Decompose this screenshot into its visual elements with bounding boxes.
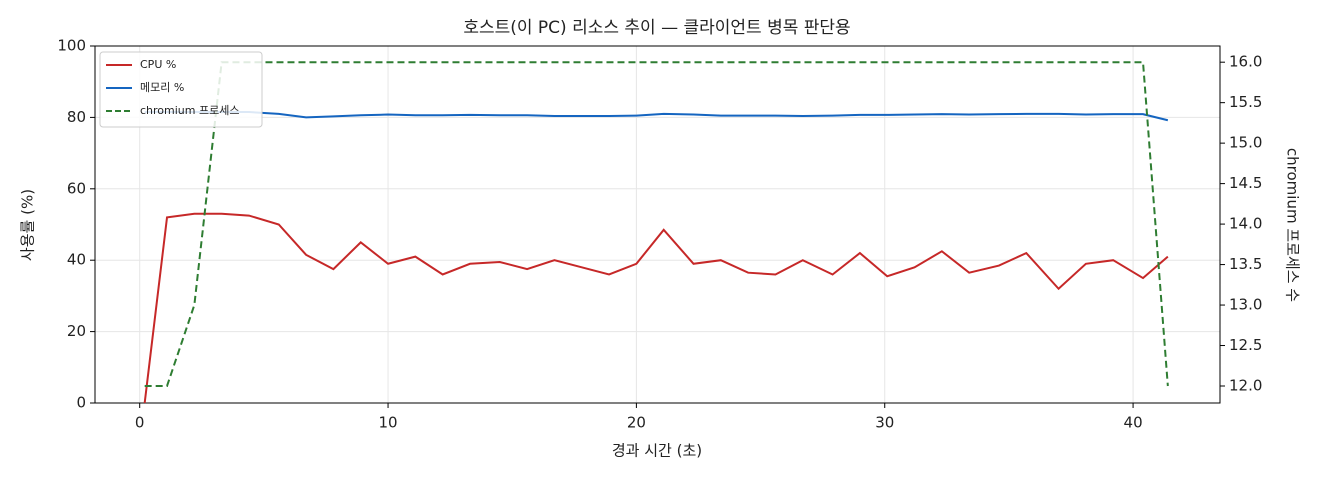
y2-tick-label: 13.0 bbox=[1229, 296, 1262, 314]
x-tick-label: 10 bbox=[378, 414, 397, 432]
y-tick-label: 80 bbox=[67, 108, 86, 126]
legend-label: 메모리 % bbox=[140, 81, 184, 94]
series-line bbox=[144, 61, 1169, 387]
y-tick-label: 60 bbox=[67, 179, 86, 197]
series-line bbox=[143, 212, 1169, 404]
y2-tick-label: 15.0 bbox=[1229, 134, 1262, 152]
y-tick-label: 20 bbox=[67, 322, 86, 340]
y2-tick-label: 16.0 bbox=[1229, 53, 1262, 71]
x-tick-label: 0 bbox=[135, 414, 145, 432]
y-tick-label: 40 bbox=[67, 251, 86, 269]
legend-label: CPU % bbox=[140, 58, 176, 71]
y-axis-label: 사용률 (%) bbox=[19, 189, 37, 261]
x-tick-label: 30 bbox=[875, 414, 894, 432]
plot-frame bbox=[94, 45, 1221, 404]
x-axis-label: 경과 시간 (초) bbox=[612, 442, 702, 460]
y2-axis-label: chromium 프로세스 수 bbox=[1284, 148, 1302, 302]
y-tick-label: 100 bbox=[57, 37, 86, 55]
y2-tick-label: 12.5 bbox=[1229, 336, 1262, 354]
legend-box bbox=[99, 51, 263, 128]
chart-title: 호스트(이 PC) 리소스 추이 — 클라이언트 병목 판단용 bbox=[463, 18, 850, 38]
y2-tick-label: 14.5 bbox=[1229, 174, 1262, 192]
y2-tick-label: 13.5 bbox=[1229, 255, 1262, 273]
x-tick-label: 20 bbox=[627, 414, 646, 432]
y2-tick-label: 14.0 bbox=[1229, 215, 1262, 233]
y-tick-label: 0 bbox=[76, 394, 86, 412]
x-tick-label: 40 bbox=[1124, 414, 1143, 432]
series-line bbox=[144, 111, 1169, 122]
legend-label: chromium 프로세스 bbox=[140, 104, 239, 117]
y2-tick-label: 12.0 bbox=[1229, 377, 1262, 395]
y2-tick-label: 15.5 bbox=[1229, 93, 1262, 111]
